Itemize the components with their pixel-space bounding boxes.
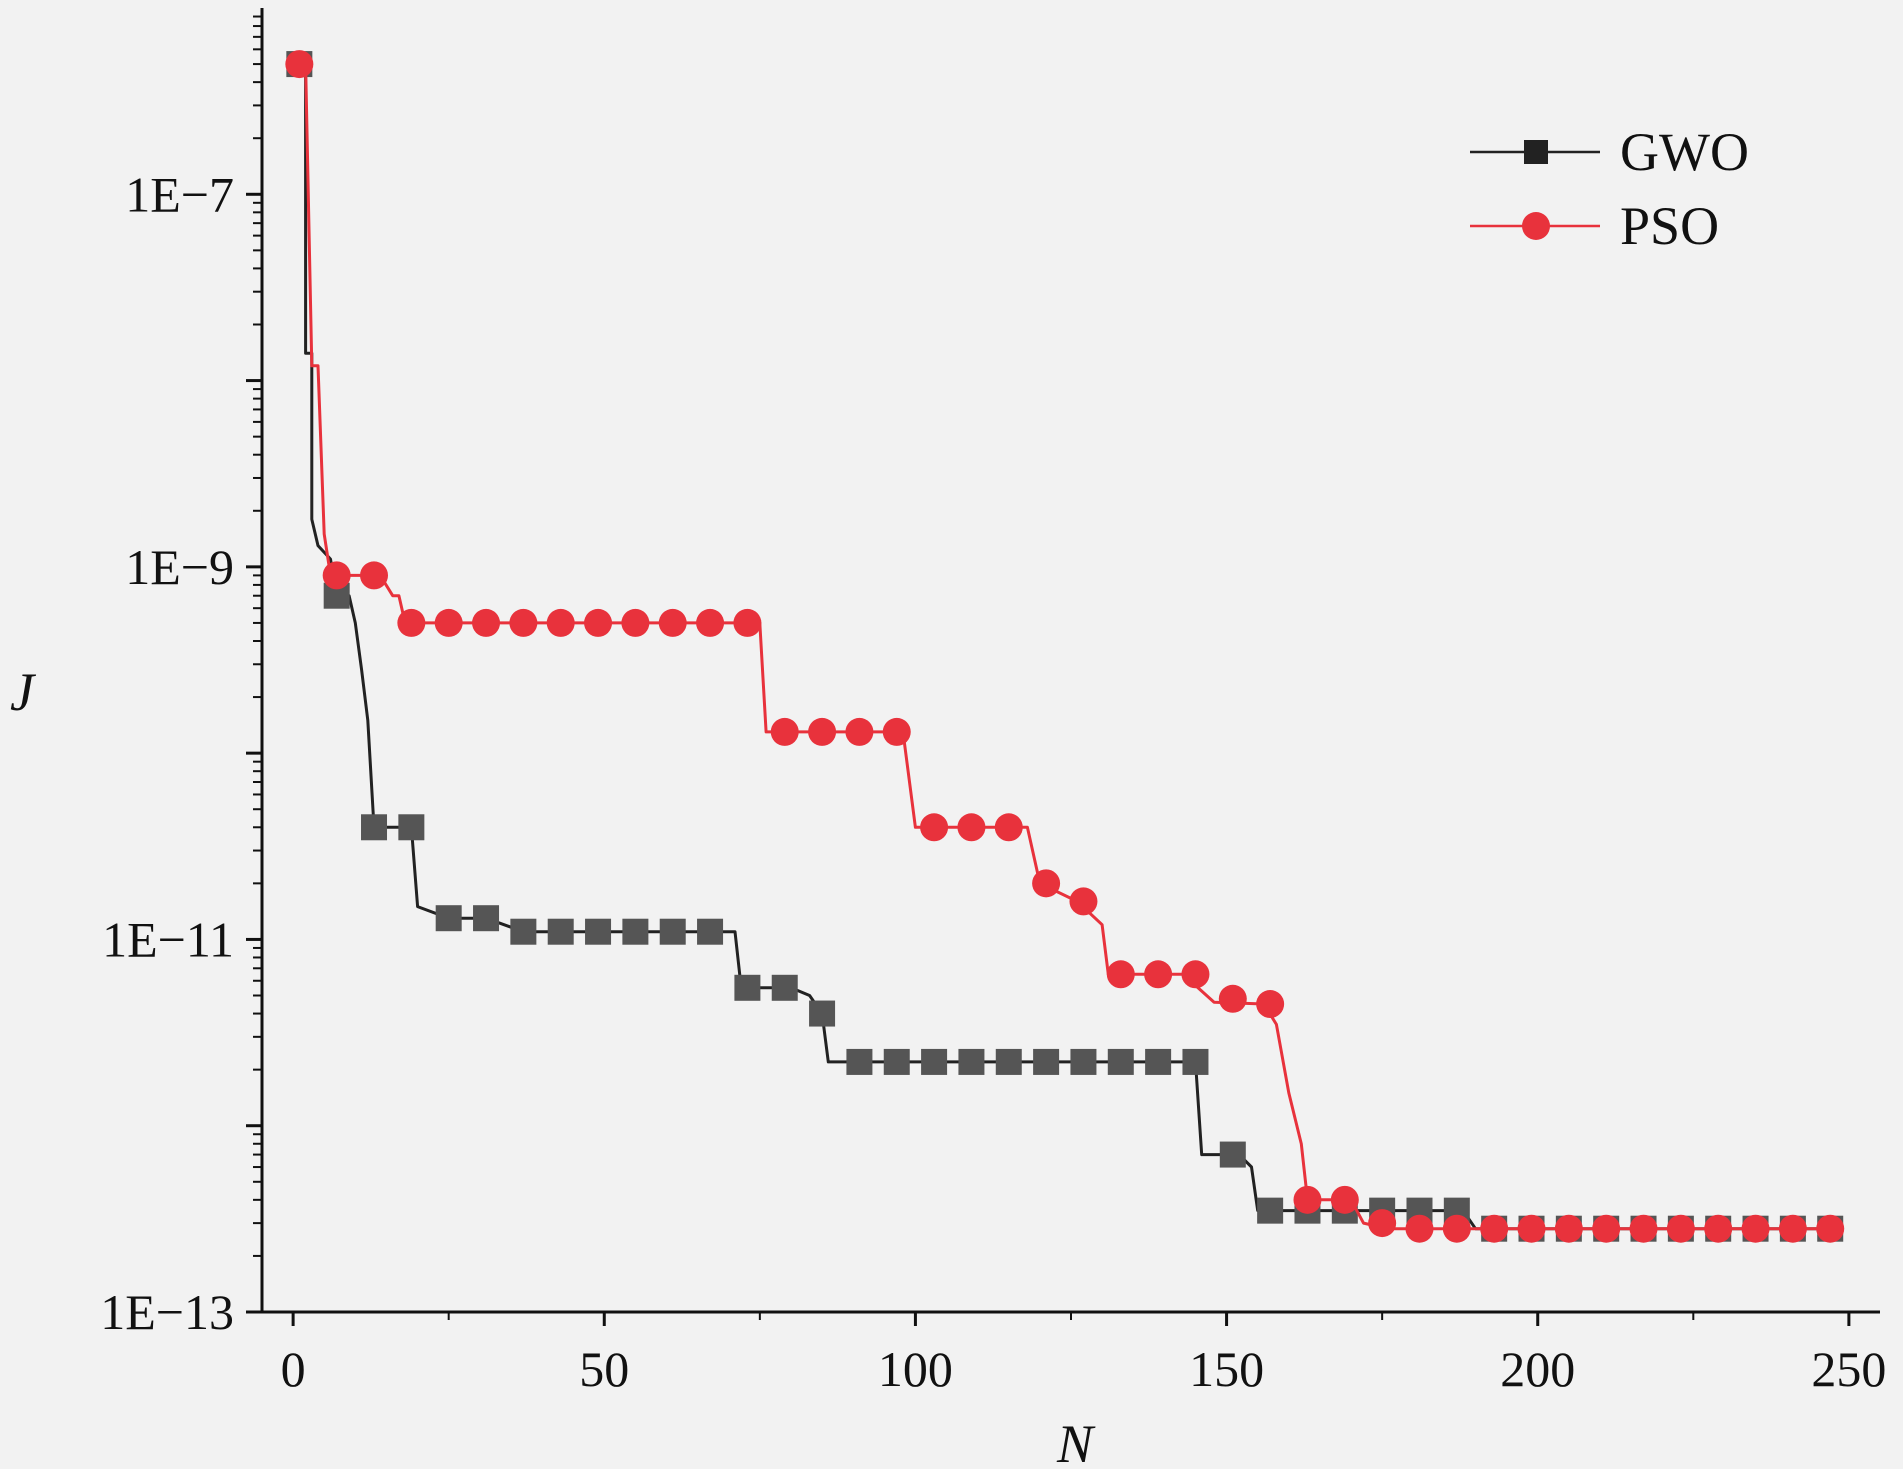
data-point-gwo bbox=[473, 905, 500, 932]
data-point-gwo bbox=[1219, 1141, 1246, 1168]
data-point-pso bbox=[957, 813, 986, 842]
data-point-gwo bbox=[510, 918, 537, 945]
data-point-gwo bbox=[734, 974, 761, 1001]
x-tick-label: 150 bbox=[1189, 1341, 1264, 1397]
data-point-pso bbox=[1704, 1214, 1733, 1243]
data-point-pso bbox=[808, 717, 837, 746]
plot-area bbox=[285, 50, 1845, 1243]
data-point-gwo bbox=[883, 1048, 910, 1075]
data-point-pso bbox=[621, 608, 650, 637]
data-point-pso bbox=[1106, 960, 1135, 989]
data-point-gwo bbox=[1182, 1048, 1209, 1075]
data-point-pso bbox=[397, 608, 426, 637]
data-point-pso bbox=[1480, 1214, 1509, 1243]
data-point-gwo bbox=[585, 918, 612, 945]
y-tick-label: 1E−13 bbox=[100, 1284, 234, 1340]
data-point-pso bbox=[1069, 887, 1098, 916]
x-tick-label: 50 bbox=[579, 1341, 629, 1397]
data-point-gwo bbox=[398, 814, 425, 841]
x-tick-label: 0 bbox=[281, 1341, 306, 1397]
y-tick-label: 1E−7 bbox=[125, 166, 234, 222]
data-point-pso bbox=[733, 608, 762, 637]
data-point-pso bbox=[1368, 1209, 1397, 1238]
data-point-gwo bbox=[659, 918, 686, 945]
data-point-pso bbox=[1554, 1214, 1583, 1243]
data-point-gwo bbox=[547, 918, 574, 945]
data-point-pso bbox=[920, 813, 949, 842]
data-point-gwo bbox=[771, 974, 798, 1001]
y-axis-title: J bbox=[10, 662, 37, 722]
x-tick-label: 100 bbox=[878, 1341, 953, 1397]
data-point-pso bbox=[434, 608, 463, 637]
data-point-gwo bbox=[435, 905, 462, 932]
data-point-pso bbox=[1256, 990, 1285, 1019]
x-tick-label: 200 bbox=[1500, 1341, 1575, 1397]
data-point-pso bbox=[1032, 869, 1061, 898]
data-point-pso bbox=[1218, 984, 1247, 1013]
data-point-gwo bbox=[361, 814, 388, 841]
data-point-pso bbox=[994, 813, 1023, 842]
data-point-pso bbox=[1405, 1214, 1434, 1243]
data-point-pso bbox=[546, 608, 575, 637]
legend-item-gwo: GWO bbox=[1470, 122, 1749, 182]
legend-gwo-label: GWO bbox=[1620, 122, 1749, 182]
data-point-gwo bbox=[809, 1000, 836, 1027]
data-point-pso bbox=[658, 608, 687, 637]
data-point-pso bbox=[1592, 1214, 1621, 1243]
data-point-pso bbox=[1666, 1214, 1695, 1243]
x-axis-title: N bbox=[1056, 1414, 1096, 1469]
data-point-gwo bbox=[846, 1048, 873, 1075]
data-point-pso bbox=[360, 561, 389, 590]
data-point-pso bbox=[584, 608, 613, 637]
data-point-gwo bbox=[1070, 1048, 1097, 1075]
x-tick-label: 250 bbox=[1811, 1341, 1886, 1397]
data-point-pso bbox=[1741, 1214, 1770, 1243]
data-point-pso bbox=[1629, 1214, 1658, 1243]
data-point-pso bbox=[1816, 1214, 1845, 1243]
legend: GWO PSO bbox=[1470, 122, 1749, 256]
data-point-gwo bbox=[622, 918, 649, 945]
data-point-pso bbox=[1517, 1214, 1546, 1243]
data-point-gwo bbox=[958, 1048, 985, 1075]
data-point-pso bbox=[1144, 960, 1173, 989]
data-point-pso bbox=[1330, 1185, 1359, 1214]
data-point-gwo bbox=[1107, 1048, 1134, 1075]
y-tick-label: 1E−11 bbox=[102, 911, 234, 967]
data-point-gwo bbox=[1033, 1048, 1060, 1075]
legend-gwo-marker bbox=[1524, 140, 1548, 164]
data-point-pso bbox=[509, 608, 538, 637]
data-point-gwo bbox=[1257, 1197, 1284, 1224]
data-point-pso bbox=[285, 50, 314, 79]
data-point-pso bbox=[1293, 1185, 1322, 1214]
legend-pso-label: PSO bbox=[1620, 196, 1719, 256]
data-point-gwo bbox=[1145, 1048, 1172, 1075]
data-point-pso bbox=[882, 717, 911, 746]
legend-pso-marker bbox=[1522, 212, 1550, 240]
data-point-pso bbox=[1442, 1214, 1471, 1243]
data-point-gwo bbox=[697, 918, 724, 945]
data-point-gwo bbox=[921, 1048, 948, 1075]
data-point-pso bbox=[472, 608, 501, 637]
y-tick-label: 1E−9 bbox=[125, 539, 234, 595]
data-point-pso bbox=[1778, 1214, 1807, 1243]
axis-ticks: 0 50 100 150 200 250 1E−13 1E−11 1E−9 1E−7 bbox=[100, 15, 1886, 1397]
data-point-pso bbox=[696, 608, 725, 637]
legend-item-pso: PSO bbox=[1470, 196, 1719, 256]
data-point-pso bbox=[770, 717, 799, 746]
data-point-pso bbox=[1181, 960, 1210, 989]
data-point-pso bbox=[845, 717, 874, 746]
data-point-pso bbox=[322, 561, 351, 590]
data-point-gwo bbox=[995, 1048, 1022, 1075]
